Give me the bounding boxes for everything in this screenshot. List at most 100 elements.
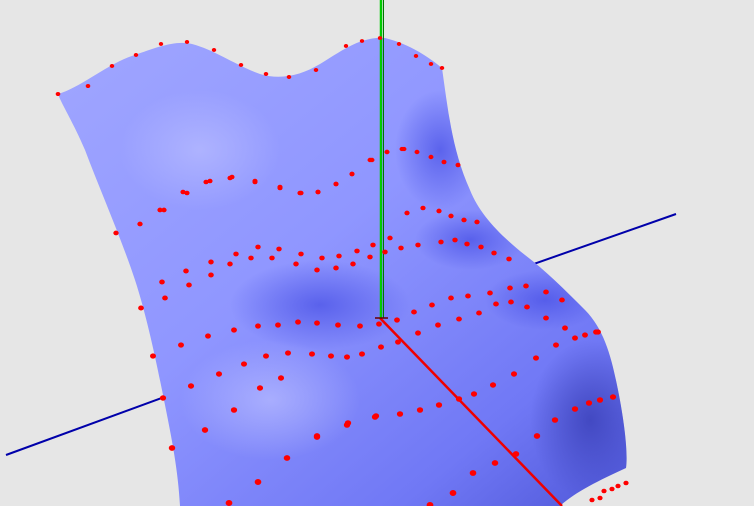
control-point[interactable] xyxy=(449,490,457,496)
control-point[interactable] xyxy=(398,245,404,251)
control-point[interactable] xyxy=(411,309,417,315)
control-point[interactable] xyxy=(333,265,339,271)
control-point[interactable] xyxy=(435,322,441,328)
control-point[interactable] xyxy=(263,71,269,77)
control-point[interactable] xyxy=(396,411,404,417)
control-point[interactable] xyxy=(333,181,339,187)
control-point[interactable] xyxy=(344,420,352,426)
control-point[interactable] xyxy=(359,39,365,43)
control-point[interactable] xyxy=(159,395,167,401)
control-point[interactable] xyxy=(394,317,400,323)
control-point[interactable] xyxy=(208,259,214,265)
control-point[interactable] xyxy=(439,66,445,70)
control-point[interactable] xyxy=(183,268,189,274)
control-point[interactable] xyxy=(378,344,384,350)
control-point[interactable] xyxy=(315,189,321,195)
control-point[interactable] xyxy=(489,382,497,388)
control-point[interactable] xyxy=(441,159,447,165)
control-point[interactable] xyxy=(506,256,512,262)
control-point[interactable] xyxy=(553,342,559,348)
control-point[interactable] xyxy=(461,217,467,223)
control-point[interactable] xyxy=(448,213,454,219)
control-point[interactable] xyxy=(448,295,454,301)
control-point[interactable] xyxy=(551,417,559,423)
control-point[interactable] xyxy=(562,325,568,331)
control-point[interactable] xyxy=(298,251,304,257)
control-point[interactable] xyxy=(207,178,213,184)
control-point[interactable] xyxy=(435,402,443,408)
control-point[interactable] xyxy=(470,391,478,397)
control-point[interactable] xyxy=(428,154,434,160)
control-point[interactable] xyxy=(429,302,435,308)
control-point[interactable] xyxy=(157,207,163,213)
control-point[interactable] xyxy=(255,323,261,329)
control-point[interactable] xyxy=(609,394,617,400)
control-point[interactable] xyxy=(597,495,603,501)
control-point[interactable] xyxy=(233,251,239,257)
control-point[interactable] xyxy=(415,242,421,248)
control-point[interactable] xyxy=(187,383,195,389)
control-point[interactable] xyxy=(609,486,615,492)
control-point[interactable] xyxy=(465,293,471,299)
control-point[interactable] xyxy=(359,351,365,357)
control-point[interactable] xyxy=(404,210,410,216)
control-point[interactable] xyxy=(512,451,520,457)
control-point[interactable] xyxy=(248,255,254,261)
control-point[interactable] xyxy=(596,397,604,403)
control-point[interactable] xyxy=(413,54,419,58)
control-point[interactable] xyxy=(543,289,549,295)
control-point[interactable] xyxy=(328,353,334,359)
control-point[interactable] xyxy=(382,249,388,255)
control-point[interactable] xyxy=(230,407,238,413)
control-point[interactable] xyxy=(277,184,283,190)
control-point[interactable] xyxy=(252,178,258,184)
control-point[interactable] xyxy=(493,301,499,307)
control-point[interactable] xyxy=(623,480,629,486)
control-point[interactable] xyxy=(180,189,186,195)
control-point[interactable] xyxy=(376,321,382,327)
control-point[interactable] xyxy=(474,219,480,225)
control-point[interactable] xyxy=(543,315,549,321)
control-point[interactable] xyxy=(593,329,599,335)
control-point[interactable] xyxy=(523,283,529,289)
control-point[interactable] xyxy=(452,237,458,243)
control-point[interactable] xyxy=(313,68,319,72)
control-point[interactable] xyxy=(314,267,320,273)
control-point[interactable] xyxy=(371,414,379,420)
control-point[interactable] xyxy=(184,190,190,196)
control-point[interactable] xyxy=(507,285,513,291)
control-point[interactable] xyxy=(354,248,360,254)
control-point[interactable] xyxy=(313,433,321,439)
control-point[interactable] xyxy=(319,255,325,261)
control-point[interactable] xyxy=(476,310,482,316)
control-point[interactable] xyxy=(162,295,168,301)
control-point[interactable] xyxy=(395,339,401,345)
control-point[interactable] xyxy=(367,254,373,260)
control-point[interactable] xyxy=(343,44,349,48)
control-point[interactable] xyxy=(277,375,285,381)
control-point[interactable] xyxy=(572,335,578,341)
control-point[interactable] xyxy=(487,290,493,296)
control-point[interactable] xyxy=(113,230,119,236)
control-point[interactable] xyxy=(150,353,156,359)
control-point[interactable] xyxy=(255,244,261,250)
control-point[interactable] xyxy=(336,253,342,259)
control-point[interactable] xyxy=(456,316,462,322)
control-point[interactable] xyxy=(161,207,167,213)
control-point[interactable] xyxy=(211,48,217,52)
control-point[interactable] xyxy=(208,272,214,278)
control-point[interactable] xyxy=(276,246,282,252)
control-point[interactable] xyxy=(256,385,264,391)
control-point[interactable] xyxy=(426,502,434,506)
control-point[interactable] xyxy=(55,91,61,97)
control-point[interactable] xyxy=(428,62,434,66)
control-point[interactable] xyxy=(344,354,350,360)
control-point[interactable] xyxy=(293,261,299,267)
control-point[interactable] xyxy=(491,460,499,466)
control-point[interactable] xyxy=(349,171,355,177)
control-point[interactable] xyxy=(215,371,223,377)
control-point[interactable] xyxy=(201,427,209,433)
control-point[interactable] xyxy=(455,396,463,402)
control-point[interactable] xyxy=(415,330,421,336)
